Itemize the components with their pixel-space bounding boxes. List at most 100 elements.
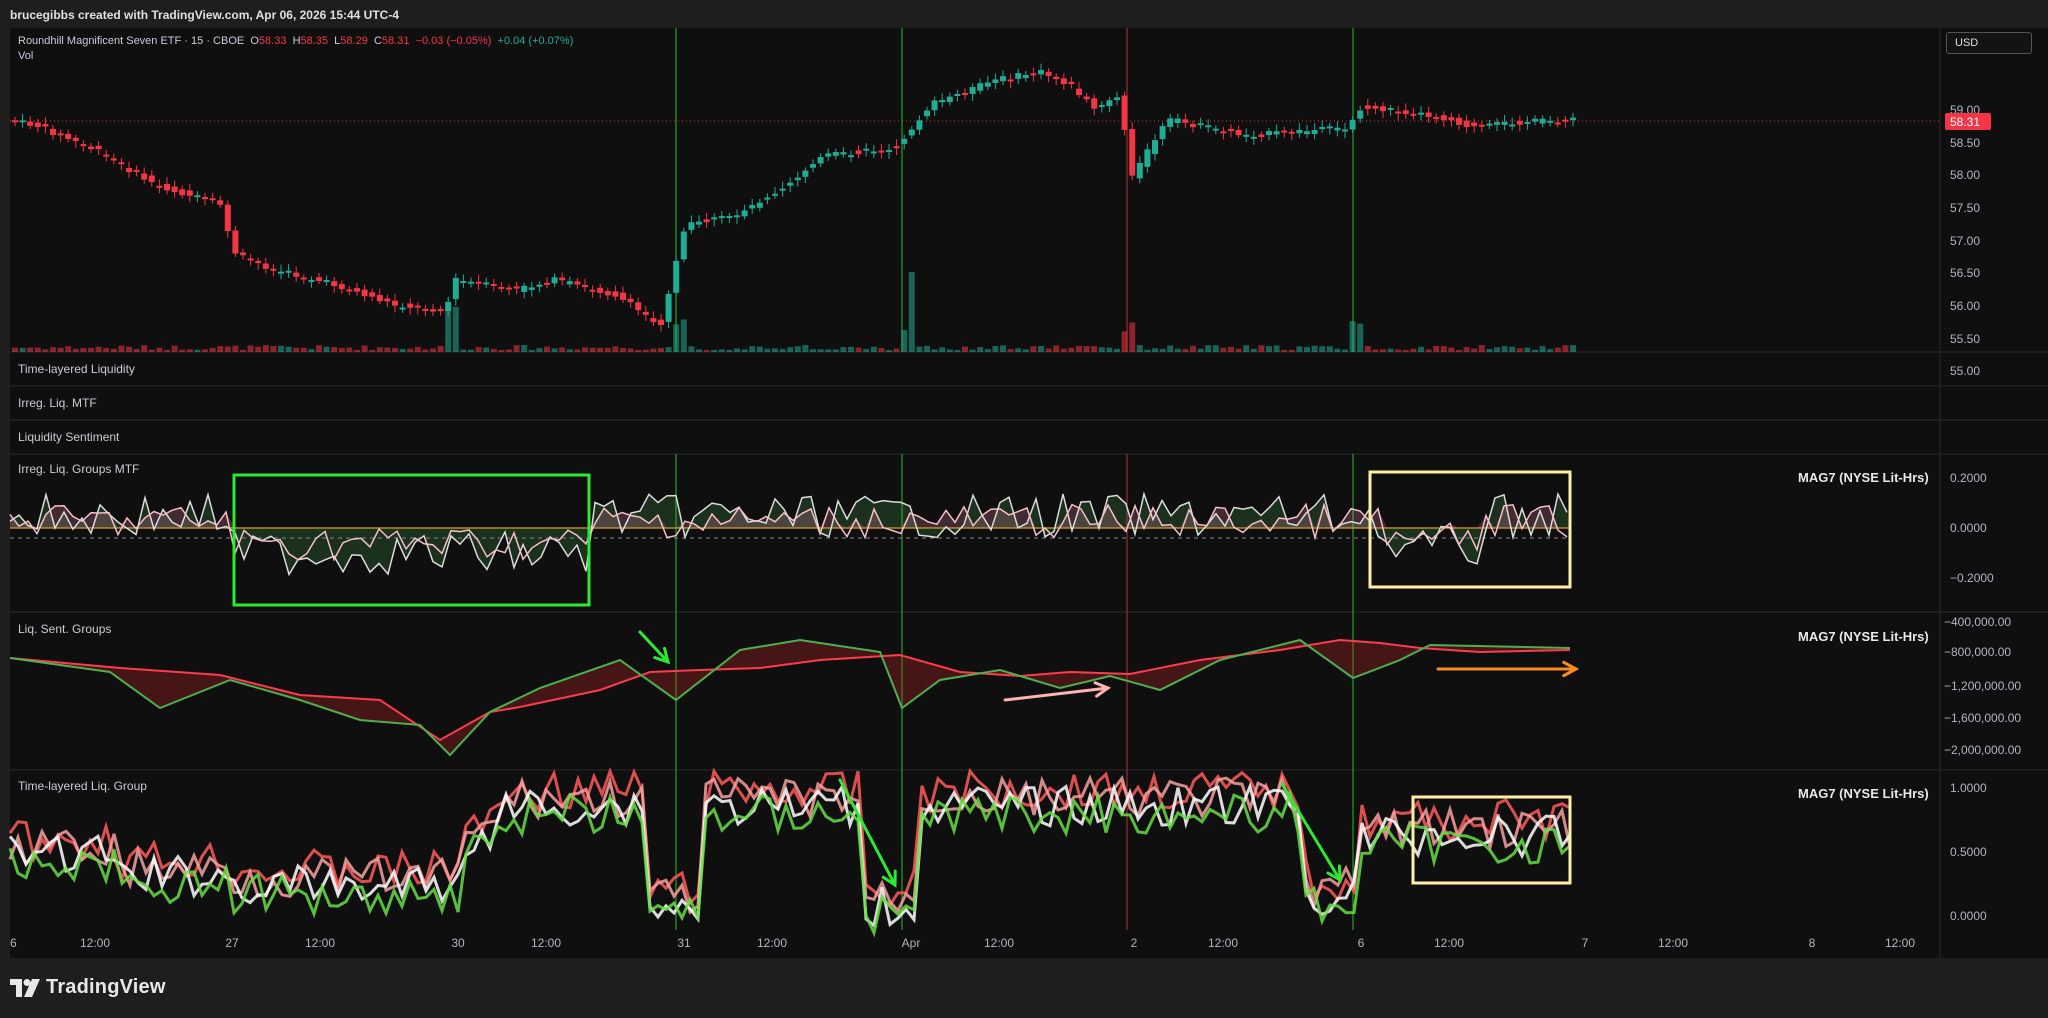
candle-body — [726, 216, 733, 219]
volume-bar — [1448, 347, 1455, 352]
volume-bar — [658, 347, 664, 352]
volume-bar — [1387, 348, 1394, 352]
session-lines — [675, 28, 1354, 930]
volume-bar — [179, 349, 186, 352]
candle-body — [931, 100, 938, 111]
candle-body — [483, 282, 490, 285]
volume-bar — [346, 347, 353, 352]
arrow-pink — [1003, 686, 1110, 702]
last-price-label: 58.31 — [1950, 115, 1980, 129]
arrow-green-1-head — [653, 646, 671, 665]
volume-bar — [1516, 348, 1523, 352]
candle-body — [285, 270, 292, 273]
candle-body — [969, 87, 976, 94]
volume-bar — [460, 349, 467, 352]
volume-bar — [1045, 348, 1052, 352]
candle-body — [1570, 117, 1576, 121]
volume-bar — [559, 347, 566, 352]
candle-body — [392, 300, 398, 306]
candle-body — [1532, 118, 1538, 122]
volume-bar — [939, 347, 946, 352]
candle-body — [604, 290, 611, 296]
sent-line-red — [9, 638, 1571, 742]
chart-canvas[interactable]: 59.0058.5058.0057.5057.0056.5056.0055.50… — [0, 0, 2048, 958]
volume-bar — [574, 349, 581, 352]
candle-body — [1478, 124, 1485, 127]
volume-bar — [1372, 349, 1379, 352]
arrow-green-2-head — [881, 869, 897, 888]
candle-body — [741, 210, 748, 217]
pane-title-liquidity-sentiment: Liquidity Sentiment — [18, 430, 120, 444]
candle-body — [1182, 119, 1189, 123]
volume-bar — [1296, 346, 1303, 352]
candle-body — [1418, 112, 1424, 115]
candle-body — [718, 216, 725, 219]
candle-body — [1045, 71, 1052, 76]
volume-bar — [392, 348, 398, 352]
volume-bar — [331, 347, 338, 352]
candle-body — [1022, 75, 1029, 79]
volume-bar — [650, 348, 657, 352]
volume-bar — [794, 346, 801, 352]
candle-body — [262, 263, 269, 269]
volume-bar — [977, 347, 984, 352]
tlg-line — [8, 781, 1572, 929]
candle-body — [1121, 95, 1128, 130]
volume-bar — [247, 345, 254, 352]
candle-body — [1471, 122, 1478, 127]
volume-bar — [1334, 348, 1341, 352]
volume-bar — [1022, 349, 1029, 352]
candle-body — [1288, 131, 1295, 134]
candle-body — [1266, 131, 1272, 135]
candle-body — [164, 183, 170, 191]
volume-bar — [688, 346, 695, 352]
time-tick: 7 — [1582, 936, 1589, 950]
volume-bar — [1539, 346, 1546, 352]
volume-bar — [452, 307, 459, 352]
volume-bar — [414, 346, 421, 352]
candle-body — [1334, 127, 1341, 131]
pane-tag-sent-groups: MAG7 (NYSE Lit-Hrs) — [1798, 629, 1929, 644]
candle-body — [1174, 118, 1181, 123]
volume-bar — [506, 349, 512, 352]
volume-bar — [969, 349, 976, 352]
volume-bar — [1076, 345, 1082, 352]
open-value: 58.33 — [258, 35, 287, 47]
sent-line-green — [9, 638, 1571, 757]
volume-bar — [468, 349, 474, 352]
volume-bar — [194, 349, 201, 352]
candle-body — [832, 152, 839, 156]
candle-body — [1000, 76, 1006, 82]
volume-bar — [148, 349, 155, 352]
volume-bar — [72, 348, 79, 352]
candle-body — [19, 120, 26, 123]
volume-bar — [1152, 348, 1158, 352]
volume-bar — [354, 349, 360, 352]
candle-body — [1456, 117, 1462, 125]
candle-body — [589, 289, 596, 292]
volume-bar — [954, 349, 961, 352]
candle-body — [908, 129, 915, 136]
volume-bar — [1068, 347, 1075, 352]
volume-bar — [300, 347, 307, 352]
volume-bar — [764, 348, 771, 352]
symbol-legend[interactable]: Roundhill Magnificent Seven ETF · 15 · C… — [18, 35, 573, 62]
volume-bar — [42, 349, 49, 352]
currency-button[interactable]: USD — [1946, 32, 2032, 54]
volume-bar — [1197, 348, 1204, 352]
volume-bar — [133, 348, 140, 352]
volume-bar — [1319, 346, 1326, 352]
volume-bar — [673, 324, 680, 352]
candle-body — [346, 289, 353, 292]
irreg-fill-pink — [10, 504, 1570, 528]
volume-bar — [1220, 347, 1227, 352]
candle-body — [1494, 122, 1500, 125]
candle-body — [399, 307, 406, 310]
candle-body — [566, 281, 573, 285]
tradingview-logo[interactable]: TradingView — [10, 976, 166, 999]
candle-body — [1136, 162, 1143, 179]
candle-body — [1220, 131, 1227, 134]
high-value: 58.35 — [300, 35, 329, 47]
volume-bar — [270, 346, 277, 352]
volume-bar — [1364, 345, 1371, 352]
